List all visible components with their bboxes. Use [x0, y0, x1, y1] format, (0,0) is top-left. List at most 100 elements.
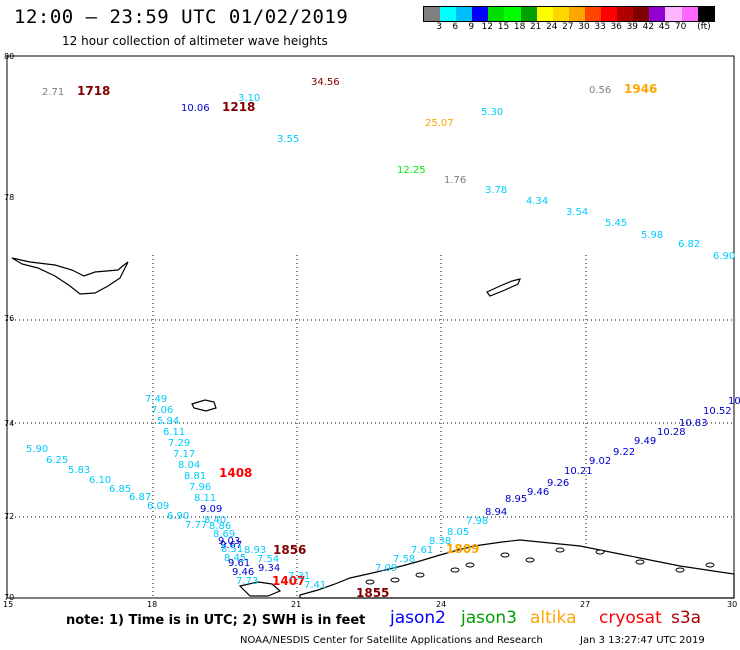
- wave-height-value: 10.21: [564, 466, 593, 477]
- footnote: note: 1) Time is in UTC; 2) SWH is in fe…: [66, 613, 366, 628]
- wave-height-value: 5.83: [68, 465, 90, 476]
- island: [465, 562, 475, 568]
- wave-height-value: 7.98: [466, 516, 488, 527]
- longitude-label: 24: [436, 600, 446, 609]
- island: [390, 577, 400, 583]
- wave-height-value: 7.06: [151, 405, 173, 416]
- color-swatch: [649, 7, 666, 21]
- island: [705, 562, 715, 568]
- latitude-label: 76: [4, 314, 14, 323]
- wave-height-value: 8.86: [209, 521, 231, 532]
- wave-height-value: 6.10: [89, 475, 111, 486]
- map-frame: [6, 55, 735, 599]
- wave-height-value: 2.71: [42, 87, 64, 98]
- color-swatch: [520, 7, 537, 21]
- color-scale-tick: 18: [513, 22, 526, 32]
- wave-height-value: 3.55: [277, 134, 299, 145]
- credit-line: NOAA/NESDIS Center for Satellite Applica…: [240, 635, 543, 646]
- color-swatch: [440, 7, 457, 21]
- color-swatch: [617, 7, 634, 21]
- wave-height-value: 8.11: [194, 493, 216, 504]
- pass-time-label: 1407: [272, 574, 305, 588]
- wave-height-value: 9.61: [228, 558, 250, 569]
- wave-height-value: 7.49: [145, 394, 167, 405]
- wave-height-value: 9.67: [220, 540, 242, 551]
- wave-height-value: 10.52: [703, 406, 732, 417]
- color-scale-tick: 70: [674, 22, 687, 32]
- legend-jason3: jason3: [461, 608, 517, 628]
- island: [675, 567, 685, 573]
- wave-height-value: 5.98: [641, 230, 663, 241]
- map-subtitle: 12 hour collection of altimeter wave hei…: [62, 34, 328, 48]
- color-swatch: [584, 7, 602, 21]
- wave-height-value: 7.29: [168, 438, 190, 449]
- legend-jason2: jason2: [390, 608, 446, 628]
- color-scale-tick: 6: [452, 22, 459, 32]
- color-swatch: [601, 7, 618, 21]
- wave-height-value: 9.03: [218, 536, 240, 547]
- island: [500, 552, 510, 558]
- wave-height-value: 6.25: [46, 455, 68, 466]
- latitude-label: 72: [4, 512, 14, 521]
- island: [450, 567, 460, 573]
- color-swatch: [536, 7, 553, 21]
- wave-height-value: 8.51: [221, 544, 243, 555]
- wave-height-value: 8.81: [184, 471, 206, 482]
- color-swatch: [472, 7, 489, 21]
- wave-height-value: 6.11: [163, 427, 185, 438]
- wave-height-value: 9.49: [634, 436, 656, 447]
- wave-height-value: 7.73: [236, 576, 258, 587]
- color-swatch: [665, 7, 682, 21]
- wave-height-value: 3.78: [485, 185, 507, 196]
- longitude-label: 21: [291, 600, 301, 609]
- wave-height-value: 10.83: [679, 418, 708, 429]
- color-scale-tick: 42: [642, 22, 655, 32]
- color-swatch: [697, 7, 714, 21]
- wave-height-value: 5.45: [605, 218, 627, 229]
- wave-height-value: 34.56: [311, 77, 340, 88]
- color-scale-tick: 39: [626, 22, 639, 32]
- wave-height-value: 7.09: [375, 563, 397, 574]
- wave-height-value: 7.77: [185, 520, 207, 531]
- wave-height-value: 7.61: [411, 545, 433, 556]
- color-scale-tick: 15: [497, 22, 510, 32]
- wave-height-value: 7.96: [189, 482, 211, 493]
- wave-height-value: 25.07: [425, 118, 454, 129]
- wave-height-value: 9.34: [258, 563, 280, 574]
- legend-altika: altika: [530, 608, 577, 628]
- wave-height-value: 9.02: [589, 456, 611, 467]
- coastline: [11, 257, 129, 295]
- wave-height-value: 8.94: [485, 507, 507, 518]
- wave-height-value: 3.54: [566, 207, 588, 218]
- pass-time-label: 1408: [219, 466, 252, 480]
- wave-height-value: 7.17: [173, 449, 195, 460]
- color-swatch: [633, 7, 650, 21]
- legend-cryosat: cryosat: [599, 608, 662, 628]
- color-scale-tick: 3: [436, 22, 442, 32]
- color-swatch: [681, 7, 698, 21]
- wave-height-value: 9.26: [547, 478, 569, 489]
- wave-height-value: 3.10: [238, 93, 260, 104]
- wave-height-value: 8.45: [224, 553, 246, 564]
- wave-height-value: 10.06: [181, 103, 210, 114]
- wave-height-value: 9.09: [200, 504, 222, 515]
- wave-height-value: 8.05: [447, 527, 469, 538]
- wave-height-value: 12.25: [397, 165, 426, 176]
- wave-height-value: 8.40: [204, 515, 226, 526]
- color-scale-tick: 24: [546, 22, 558, 32]
- color-swatch: [456, 7, 473, 21]
- longitude-label: 15: [3, 600, 13, 609]
- pass-time-label: 1946: [624, 82, 657, 96]
- island: [415, 572, 425, 578]
- color-swatch: [424, 7, 441, 21]
- island: [365, 579, 375, 585]
- color-swatch: [488, 7, 505, 21]
- color-scale-tick: 33: [594, 22, 606, 32]
- color-scale-tick: 9: [468, 22, 475, 32]
- coastline: [299, 539, 735, 599]
- island: [525, 557, 535, 563]
- wave-height-value: 6.09: [147, 501, 169, 512]
- wave-height-value: 10: [728, 396, 740, 407]
- wave-height-value: 6.82: [678, 239, 700, 250]
- coastline: [486, 278, 521, 297]
